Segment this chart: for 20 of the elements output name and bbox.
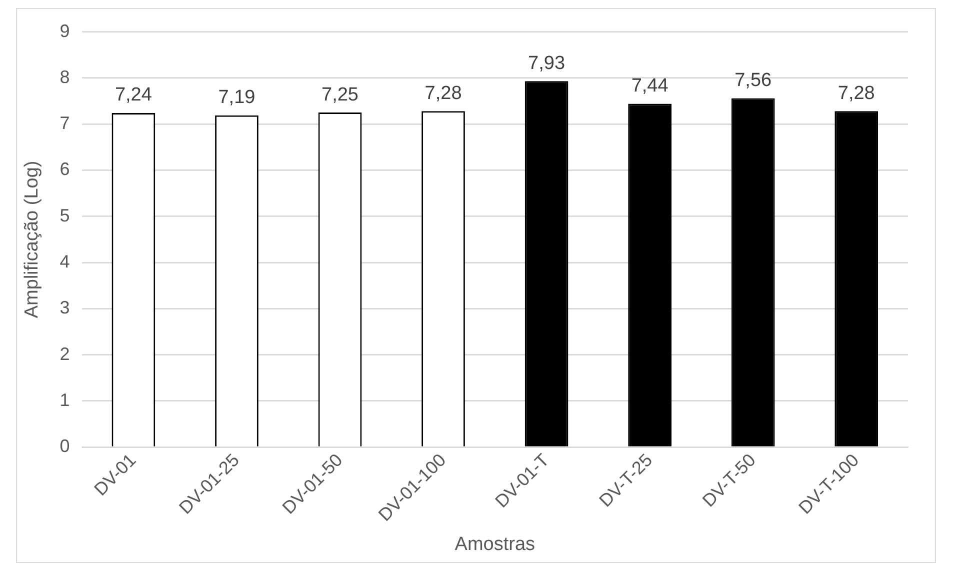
y-tick-label: 3 xyxy=(60,298,70,318)
y-tick-label: 4 xyxy=(60,251,70,272)
y-tick-label: 0 xyxy=(60,436,70,456)
data-label: 7,44 xyxy=(631,76,669,97)
x-axis-title: Amostras xyxy=(454,534,536,555)
data-label: 7,25 xyxy=(322,84,358,106)
data-label: 7,19 xyxy=(218,87,256,108)
y-tick-label: 7 xyxy=(60,113,70,134)
data-label: 7,56 xyxy=(734,70,772,91)
y-tick-label: 1 xyxy=(60,390,70,410)
y-tick-label: 8 xyxy=(60,66,70,87)
data-label: 7,24 xyxy=(114,84,152,106)
data-label: 7,28 xyxy=(838,82,875,104)
y-tick-label: 9 xyxy=(60,20,70,41)
data-label: 7,93 xyxy=(528,52,566,74)
y-tick-label: 5 xyxy=(60,205,70,226)
y-tick-label: 2 xyxy=(60,344,70,364)
y-axis-title: Amplificação (Log) xyxy=(22,160,43,318)
y-tick-label: 6 xyxy=(60,159,70,180)
data-label: 7,28 xyxy=(424,82,462,104)
